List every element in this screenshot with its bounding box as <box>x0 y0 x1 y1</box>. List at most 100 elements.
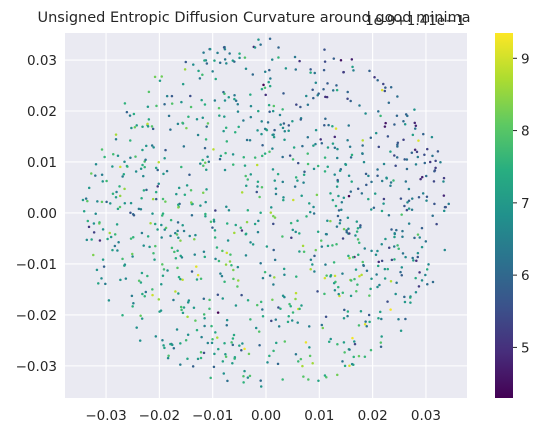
scatter-point <box>87 186 91 190</box>
scatter-point <box>271 168 275 171</box>
scatter-point <box>169 218 173 222</box>
scatter-point <box>401 252 405 255</box>
scatter-point <box>424 240 428 243</box>
scatter-point <box>439 160 442 164</box>
scatter-point <box>313 71 316 75</box>
scatter-point <box>147 90 151 94</box>
scatter-point <box>350 180 353 183</box>
scatter-point <box>386 135 390 138</box>
scatter-point <box>104 282 107 286</box>
scatter-point <box>270 58 274 61</box>
scatter-point <box>409 301 412 304</box>
scatter-point <box>403 295 406 299</box>
scatter-point <box>337 292 340 296</box>
scatter-point <box>353 277 356 281</box>
scatter-point <box>242 156 246 159</box>
scatter-point <box>336 373 339 377</box>
scatter-point <box>274 192 278 196</box>
scatter-point <box>395 114 399 118</box>
scatter-point <box>206 341 210 345</box>
scatter-point <box>302 250 306 253</box>
scatter-point <box>299 357 303 361</box>
scatter-point <box>282 92 285 95</box>
scatter-point <box>351 65 354 69</box>
scatter-point <box>206 122 210 125</box>
scatter-point <box>164 200 167 203</box>
scatter-point <box>346 90 349 94</box>
scatter-point <box>442 180 445 183</box>
scatter-point <box>415 150 419 154</box>
scatter-point <box>272 214 275 218</box>
scatter-point <box>146 122 149 126</box>
scatter-point <box>175 233 179 236</box>
scatter-point <box>357 253 360 257</box>
scatter-point <box>351 336 354 340</box>
scatter-point <box>92 253 95 257</box>
scatter-point <box>382 82 385 86</box>
scatter-point <box>389 181 393 184</box>
x-tick-label: −0.03 <box>85 408 126 424</box>
scatter-point <box>294 230 297 234</box>
scatter-point <box>345 229 348 232</box>
scatter-point <box>348 364 351 367</box>
scatter-point <box>174 256 178 260</box>
scatter-point <box>84 197 88 200</box>
scatter-point <box>339 218 342 222</box>
scatter-point <box>123 187 126 191</box>
scatter-point <box>213 352 216 356</box>
scatter-point <box>241 342 244 345</box>
scatter-point <box>325 376 328 379</box>
scatter-point <box>376 264 380 268</box>
scatter-point <box>380 259 384 263</box>
scatter-point <box>312 212 316 215</box>
scatter-point <box>203 161 207 165</box>
scatter-point <box>322 68 326 72</box>
scatter-point <box>393 235 396 239</box>
scatter-point <box>359 224 362 227</box>
scatter-point <box>272 133 275 136</box>
y-tick-label: −0.03 <box>16 359 57 375</box>
scatter-point <box>238 56 241 60</box>
scatter-point <box>405 208 409 212</box>
scatter-point <box>164 148 167 152</box>
scatter-point <box>389 150 392 153</box>
scatter-point <box>271 298 274 302</box>
scatter-point <box>254 326 258 330</box>
scatter-point <box>354 234 357 237</box>
scatter-point <box>255 303 259 307</box>
scatter-point <box>294 291 298 295</box>
scatter-point <box>224 126 228 130</box>
scatter-point <box>154 335 158 338</box>
scatter-point <box>181 311 185 315</box>
scatter-point <box>208 307 211 311</box>
scatter-point <box>289 221 293 225</box>
scatter-point <box>296 219 299 223</box>
scatter-point <box>153 222 157 226</box>
scatter-point <box>162 172 165 176</box>
scatter-point <box>256 180 260 183</box>
scatter-point <box>165 169 169 173</box>
scatter-point <box>143 165 146 169</box>
scatter-point <box>256 185 259 188</box>
colorbar-tick-label: 9 <box>521 51 530 67</box>
scatter-point <box>302 375 305 378</box>
scatter-point <box>312 96 315 100</box>
scatter-point <box>340 201 344 204</box>
scatter-point <box>400 273 404 277</box>
scatter-point <box>424 273 427 277</box>
scatter-point <box>158 79 162 83</box>
scatter-point <box>173 250 176 254</box>
scatter-point <box>416 233 420 236</box>
scatter-point <box>298 59 301 63</box>
scatter-point <box>229 253 232 256</box>
scatter-point <box>226 239 230 242</box>
scatter-point <box>202 164 205 168</box>
scatter-point <box>109 202 112 205</box>
colorbar-tick-label: 5 <box>521 340 530 356</box>
scatter-point <box>282 196 285 199</box>
scatter-point <box>137 279 141 282</box>
scatter-point <box>150 125 154 128</box>
scatter-point <box>101 180 104 183</box>
scatter-point <box>258 195 261 199</box>
scatter-point <box>187 299 191 302</box>
